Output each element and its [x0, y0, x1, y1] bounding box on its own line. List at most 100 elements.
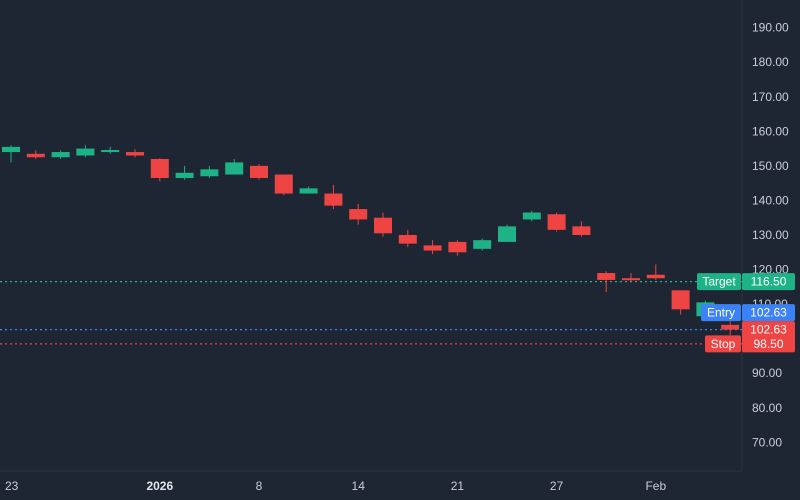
level-price-entry: 102.63: [742, 304, 795, 322]
candle: [646, 264, 665, 280]
candle-body: [150, 158, 169, 178]
candle: [597, 271, 616, 293]
candle-body: [721, 324, 740, 330]
candle: [175, 165, 194, 180]
time-tick-label: 2026: [146, 479, 173, 493]
candle: [374, 212, 392, 237]
candle: [126, 149, 144, 158]
candle: [423, 240, 442, 255]
level-price-stop: 98.50: [742, 335, 795, 353]
level-lines: [0, 281, 742, 345]
level-price-stop-text: 98.50: [753, 337, 783, 351]
time-tick-label: 8: [256, 479, 263, 493]
candle: [225, 158, 244, 175]
candle: [51, 150, 70, 159]
candle: [671, 290, 690, 315]
candle: [522, 210, 541, 222]
level-name-entry-text: Entry: [707, 306, 735, 320]
candle-body: [324, 193, 343, 206]
price-tick-label: 70.00: [752, 435, 782, 449]
candle-body: [76, 148, 95, 156]
price-tick-label: 170.00: [752, 90, 789, 104]
candle: [274, 174, 293, 196]
candle-body: [2, 146, 20, 153]
time-tick-label: 14: [352, 479, 366, 493]
candle-body: [398, 235, 417, 244]
candle-body: [646, 274, 665, 279]
price-axis[interactable]: 190.00 180.00 170.00 160.00 150.00 140.00 130.…: [752, 21, 789, 450]
level-price-stop-bg: [742, 335, 795, 353]
time-axis[interactable]: 23 2026 8 14 21 27 Feb: [5, 479, 666, 493]
candle-body: [299, 188, 318, 194]
candle: [448, 240, 467, 256]
candle-body: [101, 149, 120, 153]
price-tick-label: 120.00: [752, 263, 789, 277]
last-price-label-bg: [742, 321, 795, 339]
level-name-target: Target: [697, 273, 741, 291]
time-tick-label: Feb: [645, 479, 666, 493]
candle: [349, 203, 368, 225]
last-price-label-text: 102.63: [750, 323, 787, 337]
price-tick-label: 180.00: [752, 55, 789, 69]
candle: [398, 229, 417, 248]
candle: [150, 158, 169, 182]
level-name-entry-bg: [701, 304, 741, 322]
price-tick-label: 190.00: [752, 21, 789, 35]
price-tick-label: 160.00: [752, 124, 789, 138]
price-tick-label: 140.00: [752, 193, 789, 207]
candle-body: [175, 172, 194, 178]
candle-body: [200, 169, 219, 177]
level-name-stop: Stop: [705, 335, 741, 353]
candle-body: [250, 165, 268, 178]
candle-body: [26, 153, 45, 158]
candle-body: [51, 152, 70, 158]
candle-body: [671, 290, 690, 310]
candle-body: [374, 217, 392, 234]
candle-body: [349, 209, 368, 220]
candle-body: [126, 152, 144, 156]
level-name-stop-bg: [705, 335, 741, 353]
candle: [2, 145, 20, 163]
time-tick-label: 27: [550, 479, 564, 493]
price-tick-label: 90.00: [752, 366, 782, 380]
candle: [324, 184, 343, 210]
price-tick-label: 80.00: [752, 401, 782, 415]
candle: [572, 221, 591, 237]
candles: [2, 145, 740, 336]
level-price-entry-bg: [742, 304, 795, 322]
candle-body: [274, 174, 293, 194]
candle-body: [498, 226, 516, 242]
candle-body: [572, 226, 591, 235]
candle: [299, 186, 318, 194]
candle: [101, 146, 120, 154]
candle: [76, 145, 95, 158]
candle: [26, 150, 45, 159]
level-name-entry: Entry: [701, 304, 741, 322]
level-price-target: 116.50: [742, 273, 795, 291]
level-name-target-bg: [697, 273, 741, 291]
candle-body: [597, 273, 616, 280]
level-price-target-text: 116.50: [751, 275, 787, 289]
candle-body: [225, 162, 244, 175]
last-price-label: 102.63: [742, 321, 795, 339]
price-tick-label: 150.00: [752, 159, 789, 173]
candle-body: [423, 245, 442, 251]
candle: [250, 164, 268, 180]
candle: [622, 273, 640, 282]
time-tick-label: 23: [5, 479, 19, 493]
candle: [547, 212, 566, 232]
candle: [473, 238, 492, 251]
level-price-target-bg: [742, 273, 795, 291]
level-name-stop-text: Stop: [711, 337, 736, 351]
time-tick-label: 21: [451, 479, 465, 493]
candle-body: [473, 240, 492, 249]
candle-body: [622, 278, 640, 281]
candle-body: [448, 241, 467, 253]
level-name-target-text: Target: [702, 275, 736, 289]
candle-body: [547, 214, 566, 230]
candle: [498, 224, 516, 242]
